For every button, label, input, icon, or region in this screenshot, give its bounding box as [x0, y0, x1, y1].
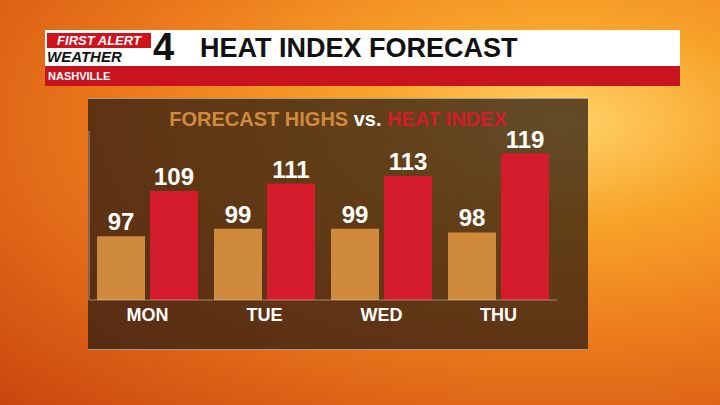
svg-text:THU: THU: [480, 305, 517, 325]
html-text:FORECAST HIGHS vs. HEAT INDEX: FORECAST HIGHS vs. HEAT INDEX: [169, 108, 507, 130]
svg-text:98: 98: [459, 204, 486, 231]
svg-text:TUE: TUE: [247, 305, 283, 325]
html-text:4: 4: [153, 26, 175, 68]
html-text:WEATHER: WEATHER: [47, 48, 122, 65]
svg-text:113: 113: [389, 148, 428, 175]
html-text:NASHVILLE: NASHVILLE: [48, 70, 111, 82]
svg-text:99: 99: [342, 201, 369, 228]
svg-text:111: 111: [272, 156, 309, 183]
svg-text:97: 97: [108, 208, 135, 235]
svg-text:109: 109: [154, 163, 194, 190]
svg-text:WED: WED: [361, 305, 403, 325]
svg-text:119: 119: [506, 126, 545, 153]
html-text:HEAT INDEX FORECAST: HEAT INDEX FORECAST: [200, 33, 518, 63]
svg-text:MON: MON: [127, 305, 169, 325]
html-text:FIRST ALERT: FIRST ALERT: [57, 33, 141, 48]
svg-text:99: 99: [225, 201, 252, 228]
